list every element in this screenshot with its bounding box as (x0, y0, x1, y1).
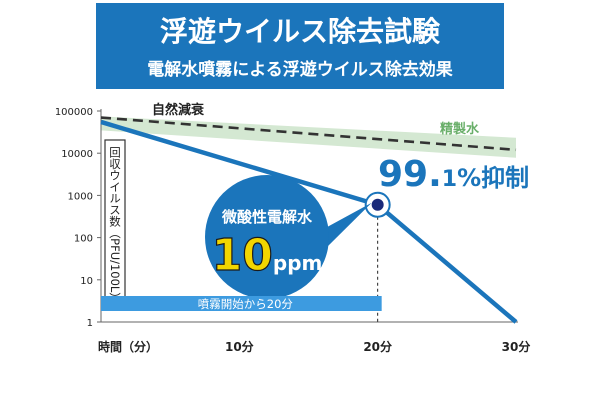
bubble-tail (318, 202, 372, 250)
y-tick-label: 10 (80, 276, 93, 287)
bubble-value-text: 10ppm (212, 230, 323, 281)
y-tick-label: 10000 (61, 149, 93, 160)
header-banner: 浮遊ウイルス除去試験 電解水噴霧による浮遊ウイルス除去効果 (96, 3, 504, 89)
bubble-unit: ppm (273, 251, 322, 275)
y-axis-label: 回収ウイルス数（PFU/100L） (108, 146, 122, 304)
bubble-number: 10 (212, 230, 273, 281)
header-background (96, 3, 504, 89)
pure-water-label: 精製水 (440, 121, 480, 137)
reduction-annotation: 99.1%抑制 (378, 154, 529, 195)
x-tick-label: 時間（分） (98, 339, 158, 354)
reduction-suffix: %抑制 (457, 164, 529, 192)
natural-decay-label: 自然減衰 (152, 102, 205, 118)
reduction-value: 99. (378, 154, 442, 195)
series-layer (100, 116, 518, 324)
x-tick-label: 10分 (225, 339, 254, 354)
time-bar-label: 噴霧開始から20分 (198, 297, 294, 311)
highlight-point (371, 198, 384, 211)
y-tick-label: 100 (74, 234, 93, 245)
y-tick-label: 1000 (68, 191, 93, 202)
time-bar (101, 296, 382, 311)
axis-layer: 100000 10000 1000 100 10 1 時間（分） 10分 20分 30分 回収ウイル… (55, 107, 531, 354)
bubble-name: 微酸性電解水 (221, 208, 313, 226)
page-title: 浮遊ウイルス除去試験 (160, 15, 441, 48)
y-tick-label: 100000 (55, 107, 93, 118)
natural-decay-line (100, 116, 517, 152)
time-bar-layer: 噴霧開始から20分 (101, 296, 382, 311)
x-tick-label: 30分 (502, 339, 531, 354)
x-tick-label: 20分 (363, 339, 392, 354)
reduction-decimal: 1 (442, 167, 457, 192)
y-tick-label: 1 (87, 318, 93, 329)
bubble-circle (205, 175, 329, 299)
page-subtitle: 電解水噴霧による浮遊ウイルス除去効果 (147, 59, 453, 80)
